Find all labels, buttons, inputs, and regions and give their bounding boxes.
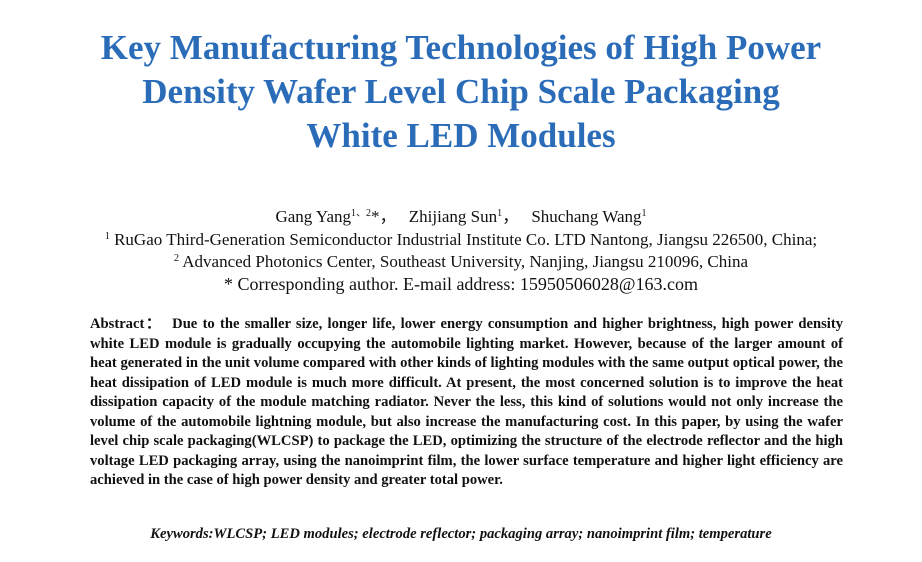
author-sup: 1、2 bbox=[351, 208, 372, 219]
author-suffix: ， bbox=[502, 207, 520, 226]
title-line: White LED Modules bbox=[306, 116, 616, 155]
author: Gang Yang1、2*， bbox=[275, 207, 396, 226]
author-name: Gang Yang bbox=[275, 207, 352, 226]
author-suffix: *， bbox=[371, 207, 397, 226]
abstract-text: Due to the smaller size, longer life, lo… bbox=[90, 316, 843, 488]
keywords-label: Keywords: bbox=[150, 526, 214, 542]
title-line: Key Manufacturing Technologies of High P… bbox=[100, 28, 822, 67]
author: Zhijiang Sun1， bbox=[409, 207, 519, 226]
affiliation-text: Advanced Photonics Center, Southeast Uni… bbox=[182, 252, 749, 271]
author-sup: 1 bbox=[641, 208, 647, 219]
affiliation-sup: 1 bbox=[104, 231, 110, 242]
affiliation-text: RuGao Third-Generation Semiconductor Ind… bbox=[114, 230, 818, 249]
abstract-label: Abstract： bbox=[90, 316, 163, 332]
affiliation-sup: 2 bbox=[173, 253, 179, 264]
abstract: Abstract： Due to the smaller size, longer… bbox=[90, 315, 843, 491]
author-name: Shuchang Wang bbox=[531, 207, 642, 226]
corresponding-author: * Corresponding author. E-mail address: … bbox=[223, 274, 698, 294]
keywords-text: WLCSP; LED modules; electrode reflector;… bbox=[213, 526, 772, 542]
authors: Gang Yang1、2*， Zhijiang Sun1， Shuchang W… bbox=[0, 206, 922, 228]
author-name: Zhijiang Sun bbox=[408, 207, 498, 226]
affiliation: 1 RuGao Third-Generation Semiconductor I… bbox=[0, 229, 922, 251]
author-sup: 1 bbox=[497, 208, 503, 219]
title: Key Manufacturing Technologies of High P… bbox=[0, 26, 922, 158]
keywords: Keywords:WLCSP; LED modules; electrode r… bbox=[0, 525, 922, 545]
title-line: Density Wafer Level Chip Scale Packaging bbox=[142, 72, 780, 111]
affiliation: 2 Advanced Photonics Center, Southeast U… bbox=[0, 251, 922, 273]
author: Shuchang Wang1 bbox=[531, 207, 646, 226]
